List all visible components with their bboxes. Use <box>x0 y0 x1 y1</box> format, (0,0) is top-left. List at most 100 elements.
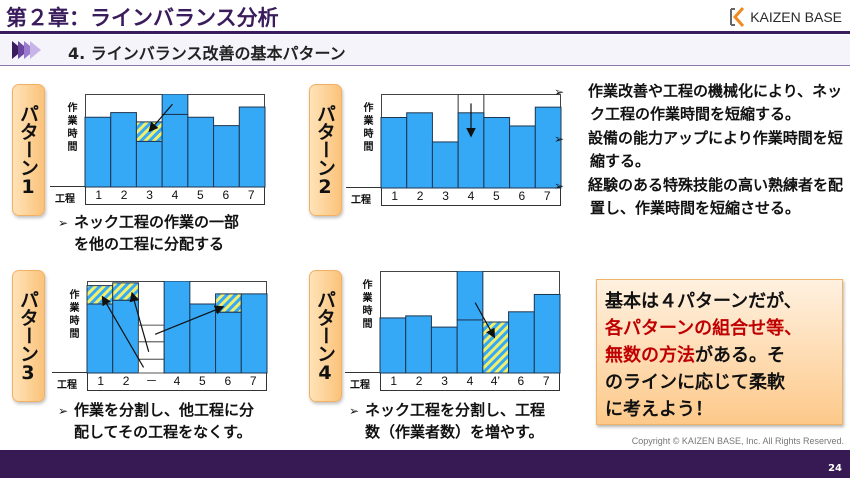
logo-icon <box>730 7 745 27</box>
process-label: 7 <box>247 188 255 202</box>
note-line: ネック工程の作業の一部 <box>74 213 240 231</box>
work-time-bar <box>110 112 137 188</box>
header-divider <box>0 31 850 34</box>
pattern-3-note: ➢ 作業を分割し、他工程に分 配してその工程をなくす。 <box>58 400 254 443</box>
x-axis-label: 工程 <box>350 380 370 391</box>
chapter-title: 第２章：ラインバランス分析 <box>6 6 279 30</box>
page-number: 24 <box>828 463 842 474</box>
x-axis-label: 工程 <box>351 195 371 206</box>
bullet-text: 設備の能力アップにより作業時間を短縮する。 <box>588 129 843 170</box>
transferred-work-bar <box>86 285 114 305</box>
bullet-arrow-icon: ➢ <box>554 179 565 193</box>
y-axis-label: 作業時間 <box>67 289 78 341</box>
work-time-bar <box>406 112 433 189</box>
process-label: 1 <box>391 189 399 203</box>
pattern-1-chart <box>50 94 266 188</box>
pattern-4-note: ➢ ネック工程を分割し、工程 数（作業者数）を増やす。 <box>349 400 545 443</box>
process-label: 4’ <box>490 374 501 388</box>
transfer-arrow <box>474 302 496 339</box>
transferred-work-bar <box>112 282 139 301</box>
process-label: 2 <box>415 374 423 388</box>
transfer-arrow <box>101 295 145 368</box>
transferred-work-bar <box>215 293 242 313</box>
work-time-bar <box>534 106 562 189</box>
bullet-text: 経験のある特殊技能の高い熟練者を配置し、作業時間を短縮させる。 <box>588 176 844 217</box>
callout-line: のラインに応じて柔軟 <box>605 372 785 393</box>
work-time-bar <box>430 326 458 374</box>
process-label: 3 <box>442 189 449 203</box>
process-label: 5 <box>197 188 204 202</box>
process-label: 7 <box>542 374 550 388</box>
transferred-work-bar <box>482 321 510 374</box>
work-time-bar <box>240 293 268 374</box>
process-label: 4 <box>173 374 181 388</box>
process-label: 6 <box>518 189 526 203</box>
callout-highlight: 各パターンの組合せ等、 <box>605 318 803 339</box>
work-time-bar <box>508 311 535 374</box>
bullet-item: ➢ 設備の能力アップにより作業時間を短縮する。 <box>554 127 844 172</box>
process-label: 7 <box>249 374 257 388</box>
callout-highlight: 無数の方法 <box>605 345 695 366</box>
pattern-4-badge: パターン4 <box>309 270 342 402</box>
work-time-bar <box>189 303 217 374</box>
bullet-arrow-icon: ➢ <box>349 404 360 418</box>
process-label: 3 <box>146 188 153 202</box>
transfer-arrow <box>129 291 150 353</box>
section-title: 4. ラインバランス改善の基本パターン <box>68 44 346 63</box>
process-label: 4 <box>467 189 475 203</box>
bullet-arrow-icon: ➢ <box>554 132 565 146</box>
process-label: 2 <box>120 188 128 202</box>
process-label: 7 <box>543 189 551 203</box>
work-time-bar <box>86 303 114 374</box>
process-label: 6 <box>222 188 230 202</box>
process-label: 6 <box>517 374 525 388</box>
bullet-item: ➢ 作業改善や工程の機械化により、ネック工程の作業時間を短縮する。 <box>554 80 844 125</box>
work-time-bar <box>84 116 112 188</box>
callout-line: 基本は４パターンだが、 <box>605 291 802 312</box>
work-time-bar <box>161 113 189 188</box>
work-time-bar <box>533 293 561 374</box>
work-time-bar <box>215 311 242 374</box>
process-label: 6 <box>224 374 232 388</box>
pattern-1-note: ➢ ネック工程の作業の一部 を他の工程に分配する <box>58 212 239 255</box>
copyright: Copyright © KAIZEN BASE, Inc. All Rights… <box>631 436 844 446</box>
process-label: 4 <box>171 188 179 202</box>
work-time-bar <box>238 106 266 188</box>
process-labels: 1 2 3 4 4’ 6 7 <box>380 373 560 391</box>
pattern-3-badge: パターン3 <box>12 270 45 402</box>
note-line: を他の工程に分配する <box>74 235 225 253</box>
x-axis-label: 工程 <box>55 194 75 205</box>
note-line: 数（作業者数）を増やす。 <box>365 423 544 441</box>
process-labels: 1 2 3 4 5 6 7 <box>381 188 561 206</box>
y-axis-label: 作業時間 <box>65 102 76 154</box>
work-time-bar <box>380 117 408 189</box>
work-time-bar <box>135 140 163 188</box>
y-axis-label: 作業時間 <box>360 279 371 331</box>
bullet-arrow-icon: ➢ <box>554 85 565 99</box>
pattern-2-badge: パターン2 <box>309 84 342 216</box>
kaizen-base-logo: KAIZEN BASE <box>728 7 842 27</box>
work-time-bar <box>509 125 536 189</box>
callout-line: に考えよう！ <box>605 399 713 420</box>
work-time-bar <box>213 125 240 188</box>
section-header: 4. ラインバランス改善の基本パターン <box>0 35 850 66</box>
work-time-bar <box>456 319 484 374</box>
transfer-arrow <box>154 305 225 335</box>
logo-text: KAIZEN BASE <box>750 9 842 25</box>
bullet-text: 作業改善や工程の機械化により、ネック工程の作業時間を短縮する。 <box>588 82 843 123</box>
footer-bar <box>0 450 850 478</box>
process-label: 5 <box>199 374 206 388</box>
process-label: 1 <box>390 374 398 388</box>
work-time-bar <box>405 315 432 374</box>
process-labels: 1 2 － 4 5 6 7 <box>87 373 267 391</box>
y-axis-label: 作業時間 <box>361 102 372 154</box>
process-label: － <box>145 374 158 388</box>
work-time-bar <box>483 117 511 189</box>
work-time-bar <box>163 281 191 374</box>
process-label: 4 <box>466 374 474 388</box>
process-label: 5 <box>493 189 500 203</box>
excess-work-bar <box>456 271 484 321</box>
summary-callout: 基本は４パターンだが、 各パターンの組合せ等、 無数の方法がある。そ のラインに… <box>596 279 843 425</box>
transfer-arrow <box>148 103 173 133</box>
pattern-4-chart <box>345 271 561 374</box>
